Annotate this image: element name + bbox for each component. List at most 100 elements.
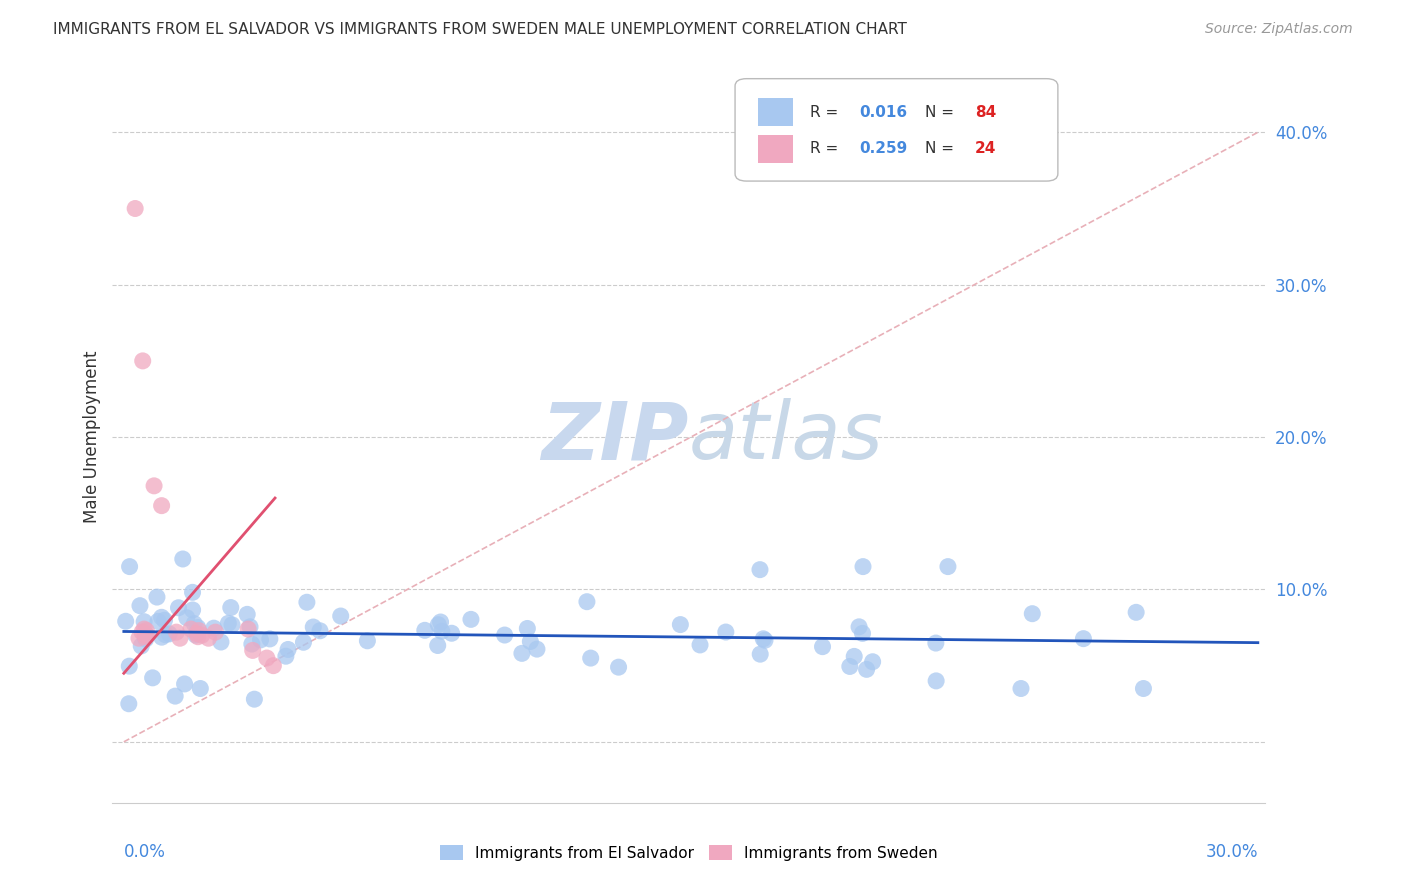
Point [186,626,208,640]
Point [221,617,243,632]
Point [309,624,332,638]
Point [249,632,271,647]
Point [143,479,166,493]
Point [157,627,180,641]
Point [132,615,155,629]
Point [754,633,776,648]
Point [516,622,538,636]
Text: IMMIGRANTS FROM EL SALVADOR VS IMMIGRANTS FROM SWEDEN MALE UNEMPLOYMENT CORRELAT: IMMIGRANTS FROM EL SALVADOR VS IMMIGRANT… [53,22,907,37]
Point [526,642,548,657]
Point [259,632,281,646]
Point [146,590,169,604]
Point [1021,607,1043,621]
Point [118,559,141,574]
Point [129,599,152,613]
Point [202,621,225,635]
Point [844,649,866,664]
Point [852,559,875,574]
Point [427,617,450,632]
Point [134,626,156,640]
Point [239,620,262,634]
Point [242,643,264,657]
Point [118,659,141,673]
Point [240,637,263,651]
Point [295,595,318,609]
Point [848,620,870,634]
Point [131,625,153,640]
Point [429,615,451,629]
Point [440,626,463,640]
Text: N =: N = [925,105,959,120]
Point [862,655,884,669]
Point [855,662,877,676]
Point [150,610,173,624]
Point [607,660,630,674]
Point [180,622,202,636]
Point [197,632,219,646]
FancyBboxPatch shape [758,135,793,163]
Text: R =: R = [810,105,844,120]
Point [219,600,242,615]
Point [209,635,232,649]
Point [236,607,259,622]
Legend: Immigrants from El Salvador, Immigrants from Sweden: Immigrants from El Salvador, Immigrants … [432,837,946,868]
Point [714,625,737,640]
Point [925,673,948,688]
FancyBboxPatch shape [758,98,793,126]
Text: ZIP: ZIP [541,398,689,476]
Point [519,634,541,648]
Point [153,613,176,627]
Point [426,639,449,653]
Point [169,632,191,646]
Text: R =: R = [810,142,844,156]
Point [1132,681,1154,696]
Text: N =: N = [925,142,959,156]
Point [128,632,150,646]
Point [134,630,156,644]
Y-axis label: Male Unemployment: Male Unemployment [83,351,101,524]
Point [187,624,209,638]
Point [167,600,190,615]
Point [510,646,533,660]
Point [1125,605,1147,619]
Point [838,659,860,673]
Point [129,639,152,653]
Point [181,585,204,599]
Point [150,499,173,513]
Point [749,563,772,577]
Point [134,622,156,636]
Point [579,651,602,665]
Point [114,615,136,629]
Point [132,354,155,368]
Point [292,635,315,649]
FancyBboxPatch shape [735,78,1057,181]
Point [124,202,146,216]
Point [155,628,177,642]
Point [142,671,165,685]
Point [217,616,239,631]
Point [575,595,598,609]
Point [187,630,209,644]
Point [1010,681,1032,696]
Point [135,628,157,642]
Point [135,624,157,638]
Point [135,632,157,647]
Text: Source: ZipAtlas.com: Source: ZipAtlas.com [1205,22,1353,37]
Point [689,638,711,652]
Point [925,636,948,650]
Point [173,677,195,691]
Point [146,615,169,629]
Point [150,630,173,644]
Point [204,625,226,640]
Point [494,628,516,642]
Text: 24: 24 [974,142,997,156]
Point [413,624,436,638]
Text: 0.259: 0.259 [859,142,908,156]
Point [256,651,278,665]
Point [811,640,834,654]
Point [749,647,772,661]
Point [302,620,325,634]
Point [191,628,214,642]
Point [165,625,187,640]
Point [274,649,297,664]
